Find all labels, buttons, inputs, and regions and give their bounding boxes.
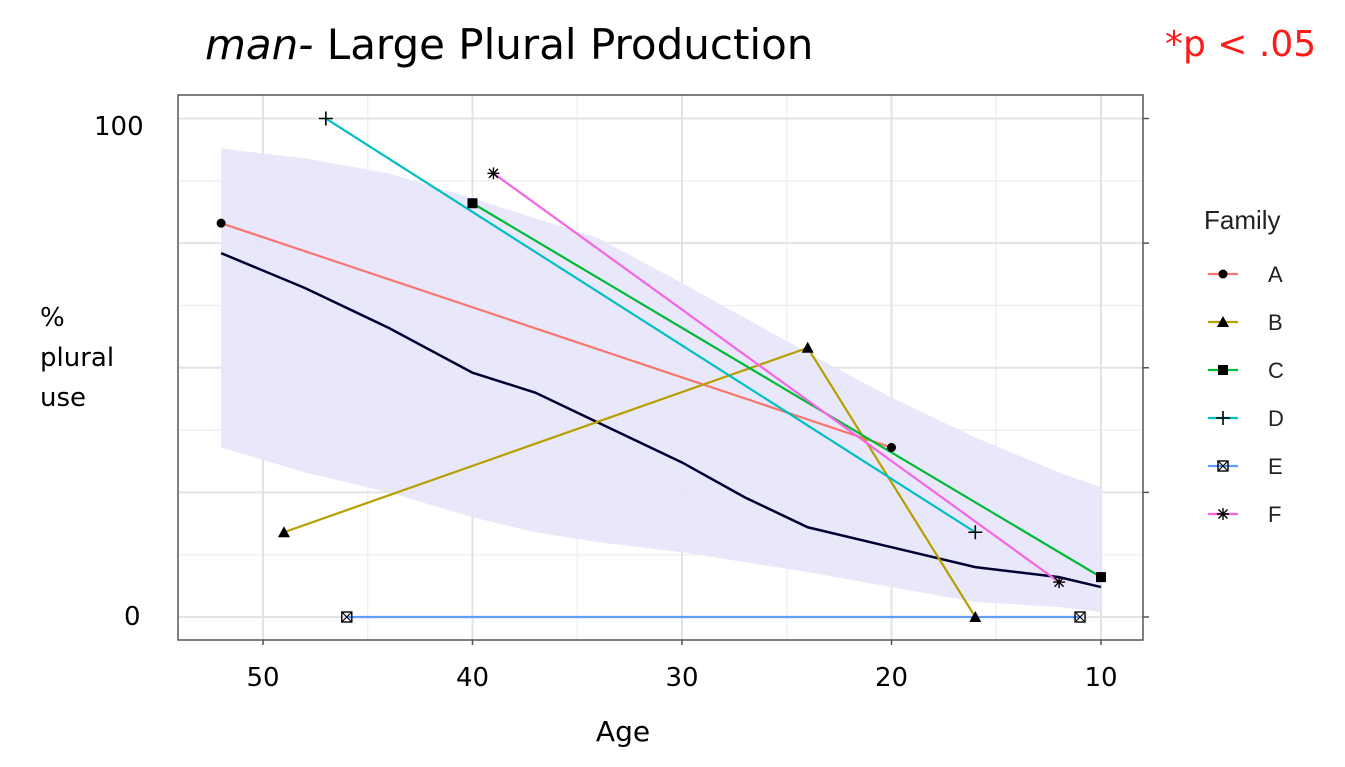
data-point — [318, 111, 333, 126]
trend-line — [220, 251, 1102, 589]
data-point — [801, 341, 814, 353]
legend-item-e: E — [1208, 454, 1283, 479]
y-tick-label: 0 — [124, 602, 141, 632]
legend-item-b: B — [1208, 310, 1283, 335]
y-axis-label-line: use — [40, 383, 87, 413]
chart-title-italic: man- — [205, 20, 314, 69]
legend-key-marker — [1218, 365, 1228, 375]
data-point — [216, 218, 226, 228]
series-f — [492, 172, 1060, 583]
legend-key-marker — [1216, 411, 1230, 425]
series-line-d — [325, 117, 976, 534]
x-tick-label: 20 — [875, 663, 908, 693]
legend-label: A — [1268, 262, 1283, 287]
data-point — [277, 526, 290, 538]
data-point — [467, 198, 478, 209]
series-a — [220, 222, 892, 449]
x-tick-label: 40 — [456, 663, 489, 693]
series-c — [471, 202, 1102, 579]
series-line-f — [492, 172, 1060, 583]
legend-key-marker-cross — [1217, 460, 1229, 472]
data-point-cross — [341, 611, 353, 623]
data-point — [968, 525, 983, 540]
significance-note: *p < .05 — [1165, 24, 1317, 65]
series-points-c — [467, 198, 1106, 583]
data-point — [487, 167, 500, 180]
x-tick-label: 30 — [665, 663, 698, 693]
legend-label: E — [1268, 454, 1283, 479]
series-points-f — [487, 167, 1066, 589]
series-line-a — [220, 222, 892, 449]
series-points-e — [341, 611, 1086, 623]
legend-label: B — [1268, 310, 1283, 335]
x-axis-label: Age — [596, 715, 650, 748]
legend-label: F — [1268, 502, 1281, 527]
data-point — [1074, 611, 1086, 623]
legend-item-a: A — [1208, 262, 1283, 287]
y-axis-label: % plural use — [40, 298, 114, 418]
x-tick-label: 10 — [1084, 663, 1117, 693]
legend-title: Family — [1204, 205, 1281, 235]
legend-item-f: F — [1208, 502, 1281, 527]
legend-key-marker — [1218, 269, 1228, 279]
series-points-d — [318, 111, 983, 540]
data-point-cross — [1074, 611, 1086, 623]
data-point — [1096, 572, 1106, 583]
legend-label: C — [1268, 358, 1284, 383]
y-tick-label: 100 — [94, 112, 144, 142]
series-points-b — [277, 341, 982, 622]
series-d — [325, 117, 976, 534]
chart-title: man- Large Plural Production — [205, 20, 813, 69]
legend-key-marker — [1217, 508, 1229, 520]
y-axis-label-line: % — [40, 303, 65, 333]
chart-title-rest: Large Plural Production — [313, 20, 814, 69]
x-tick-label: 50 — [246, 663, 279, 693]
series-points-a — [216, 218, 896, 453]
legend-key-marker — [1217, 460, 1229, 472]
data-point — [887, 443, 896, 453]
legend-item-c: C — [1208, 358, 1284, 383]
legend-label: D — [1268, 406, 1284, 431]
data-point — [341, 611, 353, 623]
data-point — [969, 611, 982, 622]
data-point — [1053, 576, 1066, 589]
legend-key-marker — [1217, 316, 1229, 327]
legend-item-d: D — [1208, 406, 1284, 431]
y-axis-label-line: plural — [40, 343, 115, 373]
confidence-band — [221, 148, 1102, 613]
series-line-c — [471, 202, 1102, 579]
